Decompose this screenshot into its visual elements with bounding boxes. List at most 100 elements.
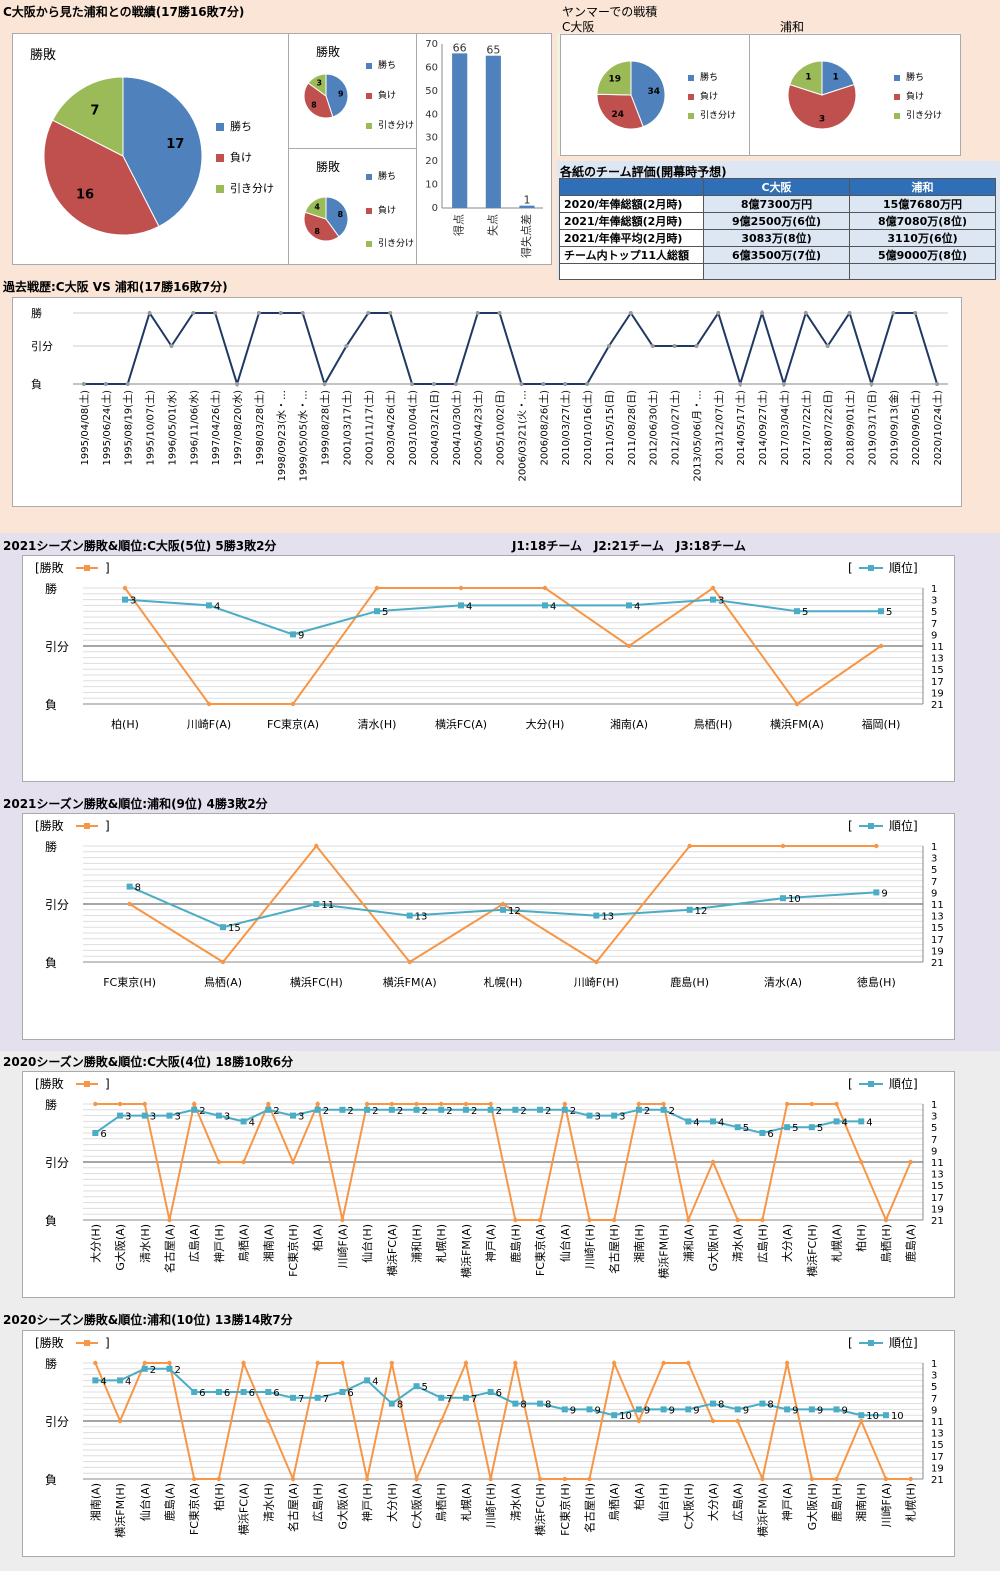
- history-point: [388, 311, 393, 315]
- rank-tick: 3: [931, 1371, 937, 1382]
- main-pie-chart: 17 16 7: [43, 76, 203, 236]
- result-point: [439, 1418, 444, 1424]
- eval-cell: 3110万(6位): [849, 229, 996, 247]
- result-point: [834, 1476, 839, 1482]
- legend-rank-open: [: [848, 1336, 853, 1350]
- rank-point: [126, 883, 133, 890]
- match-label: 名古屋(H): [582, 1483, 596, 1533]
- history-point: [453, 382, 458, 386]
- bar-value-label: 1: [524, 194, 531, 207]
- rank-point: [542, 602, 548, 609]
- match-label: 名古屋(A): [162, 1224, 176, 1273]
- result-point: [407, 959, 412, 965]
- history-date-label: 2014/05/17(土): [734, 390, 747, 466]
- legend-rank-marker: [868, 1081, 874, 1087]
- rank-label: 2: [199, 1106, 205, 1117]
- rank-point: [784, 1406, 791, 1413]
- pie-slice-draw: [596, 60, 632, 96]
- pie-slice-win: [325, 73, 349, 118]
- evaluation-table: C大阪 浦和 2020/年俸総額(2月時) 8億7300万円 15億7680万円 2…: [558, 178, 996, 280]
- match-label: 鹿島(A): [162, 1483, 176, 1521]
- result-point: [463, 1360, 469, 1366]
- rank-point: [759, 1400, 766, 1407]
- pie-slice-draw: [304, 196, 327, 220]
- match-label: 仙台(H): [360, 1224, 374, 1263]
- rank-tick: 1: [931, 842, 937, 853]
- pie-slice-label: 16: [76, 188, 94, 203]
- rank-point: [117, 1112, 124, 1119]
- history-date-label: 2013/05/06(月・…: [691, 390, 703, 482]
- match-label: 清水(H): [358, 718, 397, 731]
- rank-label: 9: [842, 1405, 848, 1416]
- legend-win-label: 勝ち: [700, 73, 719, 83]
- rank-point: [374, 608, 380, 615]
- rank-tick: 15: [931, 1181, 944, 1192]
- rank-point: [487, 1106, 494, 1113]
- result-point: [314, 843, 319, 849]
- rank-tick: 7: [931, 877, 937, 888]
- result-point: [414, 1101, 419, 1107]
- eval-row: 2021/年俸総額(2月時) 9億2500万(6位) 8億7080万(8位): [558, 212, 996, 230]
- rank-tick: 15: [931, 923, 944, 934]
- match-label: 鳥栖(H): [434, 1483, 448, 1522]
- result-point: [661, 1360, 666, 1366]
- rank-label: 4: [214, 601, 220, 612]
- rank-label: 2: [446, 1106, 452, 1117]
- match-label: 川崎F(H): [484, 1483, 498, 1528]
- rank-label: 9: [594, 1405, 600, 1416]
- match-label: 湘南(A): [610, 717, 648, 731]
- result-point: [735, 1217, 740, 1223]
- rank-label: 3: [130, 596, 136, 607]
- history-point: [891, 311, 896, 315]
- rank-point: [685, 1406, 692, 1413]
- result-point: [167, 1360, 172, 1366]
- history-date-label: 2012/10/27(土): [669, 390, 682, 466]
- result-point: [636, 1101, 642, 1107]
- rank-point: [406, 912, 413, 919]
- match-label: 札幌(H): [434, 1224, 448, 1263]
- win-swatch: [216, 123, 224, 131]
- main-pie-legend-lose: 負け: [216, 149, 252, 165]
- match-label: 横浜FC(A): [237, 1483, 251, 1535]
- evaluation-header-row: C大阪 浦和: [558, 178, 996, 196]
- match-label: 大分(H): [526, 717, 565, 731]
- result-ylabel: 負: [45, 956, 57, 970]
- match-label: 神戸(A): [484, 1224, 498, 1262]
- rank-label: 10: [866, 1411, 879, 1422]
- pie-slice-win: [122, 76, 203, 228]
- result-point: [883, 1476, 889, 1482]
- history-point: [475, 311, 480, 315]
- rank-point: [759, 1130, 766, 1136]
- rank-label: 7: [323, 1394, 329, 1405]
- rank-label: 5: [817, 1123, 823, 1134]
- pie-slice-label: 8: [311, 101, 317, 110]
- result-point: [364, 1476, 370, 1482]
- rank-point: [512, 1400, 519, 1407]
- small-pie-1-legend-lose: 負け: [366, 88, 396, 101]
- result-point: [191, 1476, 197, 1482]
- rank-tick: 21: [931, 700, 944, 711]
- history-date-label: 2011/08/28(日): [627, 390, 638, 466]
- pie-slice-label: 7: [90, 104, 99, 119]
- draw-swatch: [688, 112, 694, 119]
- rank-tick: 21: [931, 1475, 944, 1486]
- history-point: [781, 382, 786, 386]
- rank-point: [833, 1118, 840, 1125]
- legend-win-label: 勝ち: [906, 73, 925, 83]
- history-date-label: 1999/05/05(水・…: [298, 390, 310, 482]
- result-point: [488, 1476, 493, 1482]
- rank-tick: 5: [931, 865, 937, 876]
- legend-result-label: [勝敗: [35, 560, 64, 575]
- result-point: [594, 959, 599, 965]
- match-label: 湘南(A): [261, 1224, 275, 1262]
- rank-point: [561, 1406, 568, 1413]
- result-point: [206, 701, 212, 707]
- legend-rank-marker: [868, 1340, 874, 1346]
- season2021-urawa-panel: [勝敗][順位] 1 3 5 7 9 11 13 15 17 19 21 勝引分負 8 15 11 13 12 13…: [22, 813, 955, 1040]
- rank-tick: 17: [931, 1452, 944, 1463]
- history-date-label: 2001/11/17(土): [362, 390, 375, 466]
- pie-slice-label: 8: [337, 210, 343, 219]
- eval-cell: 15億7680万円: [849, 195, 996, 213]
- rank-label: 3: [594, 1112, 600, 1123]
- legend-draw-label: 引き分け: [378, 239, 415, 249]
